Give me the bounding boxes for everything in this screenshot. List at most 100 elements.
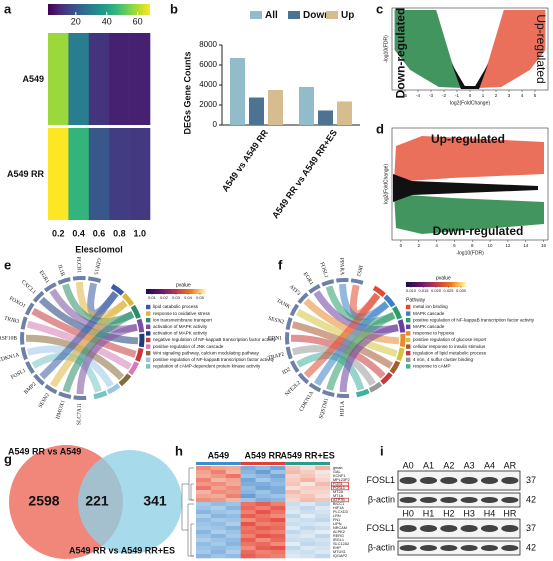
legend-label: negative regulation of NF-kappaB transcr… (153, 337, 277, 342)
heatmap-cell (240, 534, 256, 539)
row-label: KCNF1 (333, 474, 345, 478)
row-label: A549 (22, 74, 44, 84)
heatmap-cell (255, 478, 271, 483)
group-bar (285, 462, 330, 465)
legend-label: ion transmembrane transport (153, 317, 213, 322)
cloud-down (394, 10, 463, 88)
heatmap-cell (285, 514, 301, 519)
legend-label: positive regulation of glucose import (413, 337, 487, 342)
band (399, 477, 417, 484)
heatmap-cell (210, 530, 227, 535)
gene-label: HIF1A (340, 401, 347, 417)
heatmap-cell (300, 486, 316, 491)
heatmap-cell (196, 478, 212, 483)
pathway-arc (368, 381, 383, 393)
chord-ribbon (49, 300, 128, 388)
colorbar-tick-label: 60 (133, 16, 143, 26)
venn-count: 2598 (28, 493, 59, 509)
gene-label: CDKN1A (0, 352, 20, 364)
heatmap-cell (315, 494, 331, 499)
row-label: MT2A (333, 490, 344, 494)
x-tick-label: 0.8 (113, 228, 126, 238)
heatmap-cell (240, 490, 256, 495)
legend-swatch (288, 11, 300, 19)
gene-arc (44, 384, 58, 395)
heatmap-cell (285, 554, 301, 559)
legend-label: regulation of lipid metabolic process (413, 350, 487, 355)
band (480, 477, 499, 484)
colorbar-title: pvalue (176, 282, 191, 288)
gene-label: PLCB1 (75, 256, 82, 273)
heatmap-cell (255, 470, 271, 475)
pathway-arc (106, 383, 121, 395)
heatmap-cell (240, 530, 256, 535)
x-tick-label: 10 (488, 243, 494, 248)
x-tick-label: 0 (469, 93, 472, 98)
gene-label: BMP2 (23, 381, 38, 395)
pathway-arc (392, 305, 403, 320)
band (399, 497, 417, 503)
group-bar (196, 462, 241, 465)
heatmap-cell (270, 494, 286, 499)
cloud-down (394, 194, 544, 234)
heatmap-cell (210, 482, 227, 487)
heatmap-cell (255, 522, 271, 527)
heatmap-cell (196, 486, 212, 491)
x-tick-label: A549 vs A549 RR (220, 127, 270, 193)
heatmap-cell (255, 494, 271, 499)
heatmap-cell (129, 128, 151, 220)
legend-swatch (146, 351, 151, 356)
heatmap-cell (210, 526, 227, 531)
heatmap-cell (315, 518, 331, 523)
heatmap-cell (196, 510, 212, 515)
gene-arc (285, 346, 293, 360)
heatmap-cell (255, 534, 271, 539)
heatmap-cell (300, 498, 316, 503)
heatmap-cell (270, 538, 286, 543)
band (460, 525, 478, 532)
pathway-arc (399, 333, 406, 347)
colorbar-tick-label: 20 (71, 16, 81, 26)
panel-label: e (4, 257, 11, 272)
x-axis-label: -log10(FDR) (456, 250, 484, 256)
heatmap-cell (285, 550, 301, 555)
heatmap-cell (270, 542, 286, 547)
venn-set (78, 450, 182, 554)
x-tick-label: 0.4 (72, 228, 85, 238)
panel-label: i (380, 443, 384, 458)
gene-label: EGR1 (38, 270, 50, 285)
row-label: FOSL1 (333, 486, 345, 490)
heatmap-cell (240, 482, 256, 487)
legend-label: response to oxidative stress (153, 311, 211, 316)
annotation-up: Up-regulated (431, 132, 505, 146)
heatmap-cell (285, 530, 301, 535)
panel-label: f (278, 257, 283, 272)
row-label: RERG (333, 534, 344, 538)
colorbar-tick-label: 0.01 (148, 295, 157, 300)
row-label: FOSL1 (366, 475, 395, 485)
heatmap-cell (210, 522, 227, 527)
gene-label: ID2 (281, 367, 292, 377)
heatmap-cell (270, 482, 286, 487)
heatmap-cell (300, 542, 316, 547)
pathway-arc (118, 373, 132, 387)
legend-swatch (406, 311, 411, 316)
band (399, 525, 417, 532)
gene-label: SLC7A11 (76, 403, 83, 426)
pathway-arc (389, 360, 401, 374)
heatmap-cell (48, 33, 69, 125)
heatmap-cell (196, 502, 212, 507)
heatmap-cell (210, 470, 227, 475)
x-tick-label: 4 (435, 243, 438, 248)
heatmap-cell (210, 474, 227, 479)
band (460, 545, 478, 551)
panel-label: b (170, 1, 178, 16)
heatmap-cell (255, 546, 271, 551)
chord-ribbon (62, 311, 135, 393)
gene-label: FOSL1 (318, 262, 329, 279)
panel-label: c (376, 1, 383, 16)
x-tick-label: 6 (453, 243, 456, 248)
heatmap-cell (270, 486, 286, 491)
lane-label: H3 (463, 508, 475, 518)
heatmap-cell (225, 490, 241, 495)
